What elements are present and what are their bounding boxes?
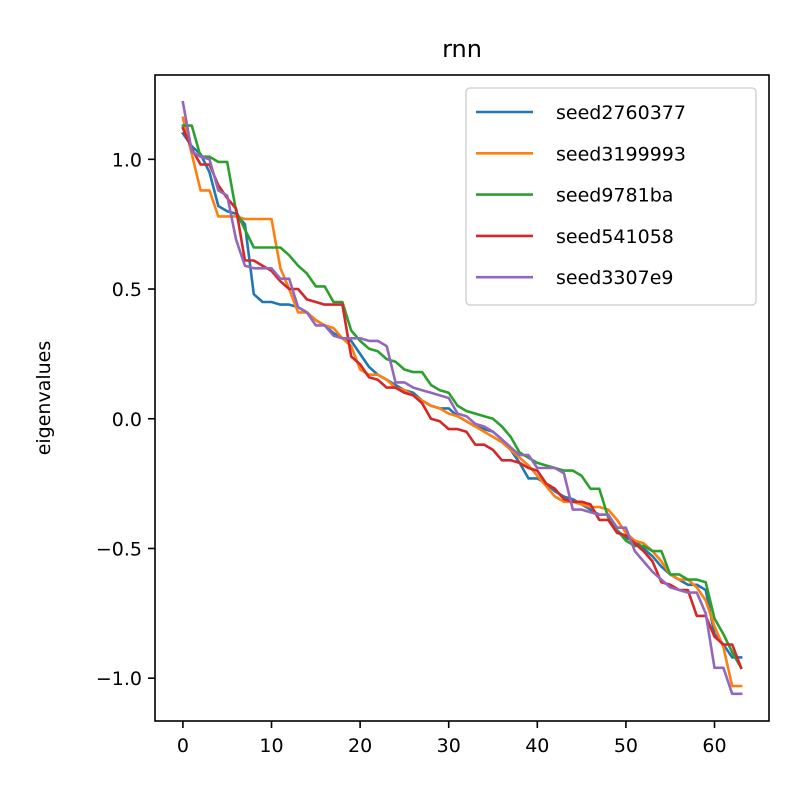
- chart-title: rnn: [442, 35, 482, 63]
- legend: seed2760377 seed3199993 seed9781ba seed5410…: [465, 87, 757, 306]
- series-line-4: [181, 126, 743, 670]
- series-line-5: [181, 100, 743, 696]
- x-tick-label: 60: [702, 735, 726, 757]
- legend-box: [465, 87, 757, 306]
- y-tick-label: 1.0: [112, 149, 142, 171]
- y-tick-label: −0.5: [96, 538, 142, 560]
- y-tick-label: 0.5: [112, 279, 142, 301]
- y-tick-label: 0.0: [112, 409, 142, 431]
- x-tick-label: 30: [437, 735, 461, 757]
- x-tick-label: 0: [177, 735, 189, 757]
- x-axis-ticks: 0 10 20 30 40 50 60: [177, 721, 727, 757]
- legend-label: seed3199993: [556, 143, 686, 165]
- series-lines: [181, 100, 743, 696]
- x-tick-label: 40: [525, 735, 549, 757]
- x-tick-label: 20: [348, 735, 372, 757]
- legend-label: seed541058: [556, 226, 674, 248]
- x-tick-label: 50: [614, 735, 638, 757]
- y-axis-ticks: 1.0 0.5 0.0 −0.5 −1.0: [96, 149, 155, 690]
- x-tick-label: 10: [259, 735, 283, 757]
- legend-label: seed9781ba: [556, 185, 673, 207]
- series-line-3: [181, 124, 743, 670]
- legend-label: seed3307e9: [556, 267, 673, 289]
- y-tick-label: −1.0: [96, 668, 142, 690]
- plot-area: [154, 74, 770, 722]
- plot-frame: [154, 74, 770, 722]
- legend-label: seed2760377: [556, 102, 686, 124]
- y-axis-label: eigenvalues: [33, 341, 55, 456]
